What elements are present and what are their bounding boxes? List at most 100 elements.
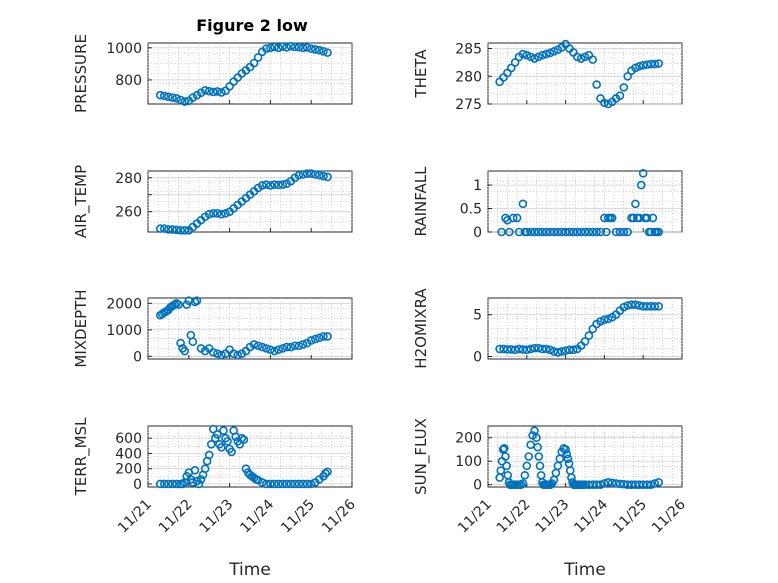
data-point (298, 340, 308, 349)
data-point (499, 443, 509, 453)
y-tick-label: 5 (473, 308, 482, 324)
data-point (514, 344, 524, 354)
data-point (155, 479, 165, 489)
data-point (172, 479, 181, 489)
data-point (168, 225, 177, 234)
data-point (262, 44, 271, 53)
data-point (217, 209, 226, 219)
data-point (319, 47, 328, 56)
data-point (530, 343, 539, 353)
data-point (204, 86, 214, 96)
y-tick-label: 0 (473, 478, 482, 494)
data-point (290, 479, 300, 489)
data-point (561, 346, 570, 355)
data-point (306, 44, 316, 53)
data-point (160, 479, 169, 489)
data-point (631, 199, 640, 209)
data-point (619, 227, 629, 237)
data-point (298, 43, 308, 53)
data-point (508, 213, 518, 223)
x-tick-label: 11/24 (571, 496, 611, 536)
data-point (155, 224, 165, 233)
data-point (180, 97, 190, 106)
y-tick-label: 260 (115, 205, 142, 221)
data-point (607, 213, 617, 223)
data-point (160, 91, 169, 101)
data-point (580, 337, 590, 346)
data-point (164, 92, 173, 102)
data-point (302, 43, 312, 52)
data-point (600, 98, 609, 108)
y-axis-label: PRESSURE (72, 34, 90, 113)
data-point (602, 227, 611, 237)
data-point (208, 348, 218, 357)
data-point (524, 452, 534, 461)
data-point (505, 227, 514, 237)
data-point (298, 479, 308, 489)
data-point (310, 45, 320, 54)
data-point (541, 49, 551, 59)
x-tick-label: 11/26 (319, 496, 359, 536)
y-axis-label: TERR_MSL (72, 417, 91, 496)
data-point (294, 479, 304, 489)
figure-title: Figure 2 low (196, 16, 308, 35)
data-point (569, 345, 578, 355)
data-point (282, 479, 292, 489)
data-point (172, 225, 181, 235)
data-point (155, 90, 165, 100)
data-point (592, 227, 601, 237)
data-point (262, 479, 271, 489)
data-point (562, 449, 572, 459)
x-tick-label: 11/23 (197, 497, 237, 537)
data-point (174, 300, 183, 309)
data-point (518, 479, 528, 488)
data-point (315, 333, 324, 343)
y-tick-label: 200 (455, 431, 482, 447)
data-point (319, 332, 328, 341)
x-tick-label: 11/22 (156, 497, 196, 537)
data-point (180, 226, 190, 235)
x-axis-label: Time (228, 560, 271, 580)
data-point (501, 452, 510, 461)
data-point (646, 480, 656, 489)
data-point (534, 452, 544, 461)
y-tick-label: 0 (133, 349, 142, 365)
y-tick-label: 0 (473, 349, 482, 365)
data-point (196, 475, 206, 484)
data-point (176, 338, 185, 348)
data-point (213, 349, 222, 358)
data-point (607, 478, 617, 488)
y-tick-label: 0 (473, 225, 482, 241)
data-point (270, 180, 279, 189)
data-point (635, 301, 644, 310)
data-point (596, 227, 605, 237)
data-point (286, 41, 296, 51)
data-point (592, 80, 601, 89)
data-point (654, 478, 664, 487)
data-point (257, 478, 267, 487)
data-point (306, 479, 316, 489)
data-point (588, 55, 598, 64)
data-point (290, 42, 300, 52)
data-point (282, 342, 292, 352)
data-point (600, 315, 609, 325)
data-point (172, 94, 181, 103)
data-point (208, 87, 218, 97)
subplot-theta: 275 280 285 THETA (412, 39, 683, 113)
data-point (294, 42, 304, 52)
data-point (237, 433, 247, 443)
data-point (176, 95, 185, 105)
y-tick-label: 280 (115, 171, 142, 187)
data-point (266, 345, 275, 355)
data-point (188, 337, 198, 347)
y-tick-label: 280 (455, 69, 482, 85)
data-point (557, 347, 567, 356)
x-tick-label: 11/21 (455, 497, 495, 537)
y-tick-label: 1 (473, 178, 482, 194)
data-point (262, 344, 271, 353)
subplot-rainfall: 0 0.5 1 RAINFALL (412, 166, 683, 241)
data-point (638, 169, 648, 178)
y-tick-label: 1000 (106, 323, 142, 339)
data-point (323, 467, 332, 477)
data-point (219, 426, 228, 435)
